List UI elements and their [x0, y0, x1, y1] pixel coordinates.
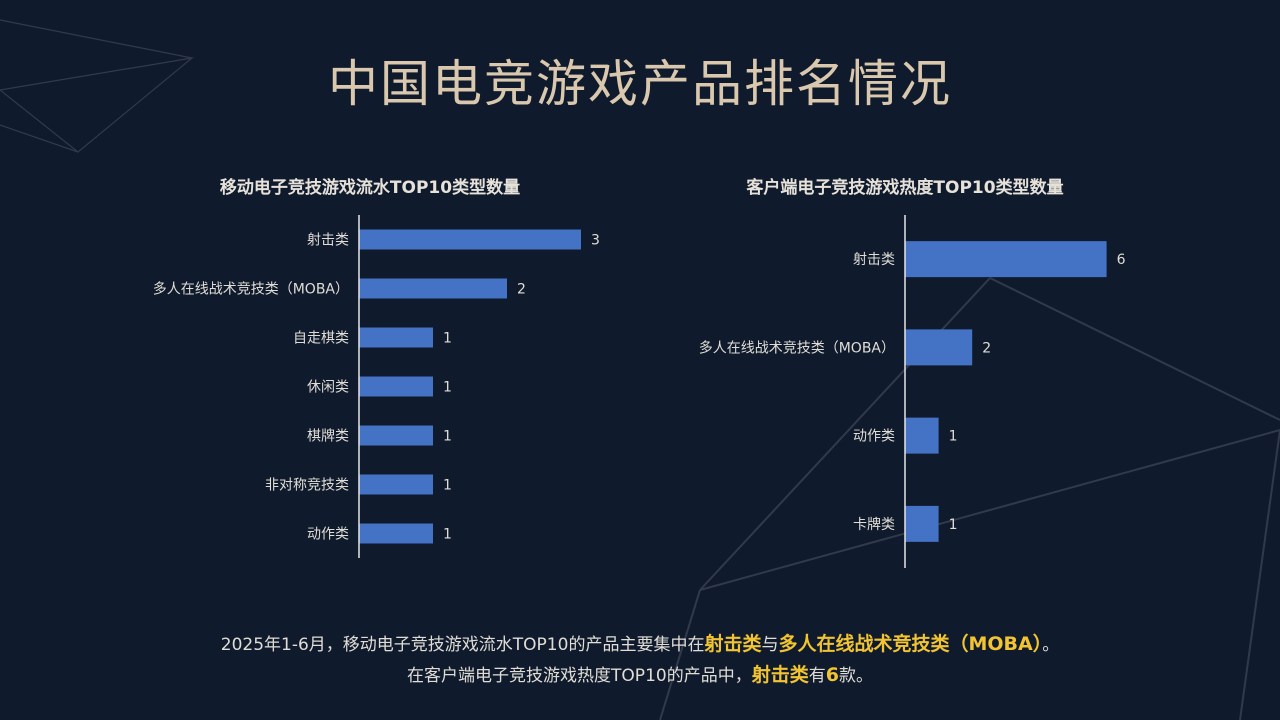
summary-text: 有 — [808, 666, 826, 686]
summary-text: 与 — [761, 635, 779, 655]
chart-title-mobile: 移动电子竞技游戏流水TOP10类型数量 — [219, 178, 521, 198]
data-label: 1 — [443, 331, 452, 347]
bar — [359, 474, 433, 495]
category-label: 射击类 — [307, 233, 349, 249]
category-label: 多人在线战术竞技类（MOBA） — [699, 339, 895, 356]
data-label: 1 — [443, 380, 452, 396]
summary-text: 。 — [1042, 635, 1060, 655]
data-label: 1 — [443, 527, 452, 543]
category-label: 动作类 — [853, 429, 895, 445]
bar — [359, 229, 581, 250]
summary-text: 2025年1-6月，移动电子竞技游戏流水TOP10的产品主要集中在 — [220, 635, 705, 655]
summary-text: 在客户端电子竞技游戏热度TOP10的产品中， — [407, 666, 752, 686]
highlight-text: 多人在线战术竞技类（MOBA） — [778, 633, 1043, 655]
bar — [359, 278, 507, 299]
bar — [359, 376, 433, 397]
data-label: 1 — [443, 478, 452, 494]
category-label: 动作类 — [307, 527, 349, 543]
bar — [905, 241, 1107, 278]
summary-text: 款。 — [838, 666, 873, 686]
data-label: 2 — [982, 340, 991, 356]
summary-line-2: 在客户端电子竞技游戏热度TOP10的产品中，射击类有6款。 — [0, 660, 1280, 687]
highlight-text: 射击类 — [751, 664, 809, 686]
category-label: 棋牌类 — [307, 428, 349, 445]
bar — [905, 505, 939, 542]
category-label: 非对称竞技类 — [265, 477, 349, 494]
category-label: 卡牌类 — [853, 516, 895, 533]
bar — [359, 425, 433, 446]
chart-title-client: 客户端电子竞技游戏热度TOP10类型数量 — [746, 178, 1064, 198]
category-label: 自走棋类 — [293, 331, 349, 347]
bar — [905, 417, 939, 454]
category-label: 射击类 — [853, 252, 895, 268]
category-label: 休闲类 — [307, 380, 349, 396]
data-label: 1 — [949, 517, 958, 533]
category-label: 多人在线战术竞技类（MOBA） — [153, 281, 349, 298]
data-label: 2 — [517, 282, 526, 298]
data-label: 6 — [1117, 252, 1126, 268]
highlight-text: 6 — [825, 664, 839, 686]
summary-line-1: 2025年1-6月，移动电子竞技游戏流水TOP10的产品主要集中在射击类与多人在… — [0, 629, 1280, 656]
bar — [359, 327, 433, 348]
page-title: 中国电竞游戏产品排名情况 — [328, 55, 952, 113]
data-label: 3 — [591, 233, 600, 249]
bar — [359, 523, 433, 544]
highlight-text: 射击类 — [704, 633, 762, 655]
data-label: 1 — [949, 429, 958, 445]
bar — [905, 329, 973, 366]
data-label: 1 — [443, 429, 452, 445]
